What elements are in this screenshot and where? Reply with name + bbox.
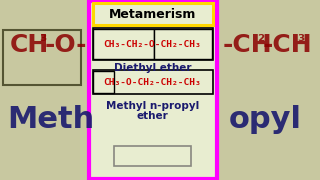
Text: Methyl n-propyl: Methyl n-propyl — [106, 101, 199, 111]
Text: CH₃-CH₂-O-CH₂-CH₃: CH₃-CH₂-O-CH₂-CH₃ — [104, 39, 202, 48]
Bar — [92, 3, 213, 25]
Text: CH₃-O-CH₂-CH₂-CH₃: CH₃-O-CH₂-CH₂-CH₃ — [104, 78, 202, 87]
Bar — [89, 1, 217, 179]
Text: Meth: Meth — [8, 105, 95, 134]
Text: ₃: ₃ — [298, 27, 305, 45]
Text: -CH: -CH — [222, 33, 272, 57]
Bar — [154, 29, 212, 59]
Text: ₂: ₂ — [258, 27, 265, 45]
Bar — [92, 28, 213, 60]
Text: -CH: -CH — [262, 33, 312, 57]
Bar — [93, 29, 154, 59]
Text: Diethyl ether: Diethyl ether — [114, 63, 191, 73]
Text: CH: CH — [10, 33, 49, 57]
Bar — [92, 70, 213, 94]
Text: ether: ether — [137, 111, 169, 121]
Bar — [115, 146, 191, 166]
Text: Metamerism: Metamerism — [109, 8, 196, 21]
Bar — [93, 71, 115, 93]
Bar — [3, 30, 81, 85]
Text: -O-: -O- — [45, 33, 87, 57]
Text: opyl: opyl — [229, 105, 302, 134]
Text: ₃: ₃ — [39, 27, 46, 45]
